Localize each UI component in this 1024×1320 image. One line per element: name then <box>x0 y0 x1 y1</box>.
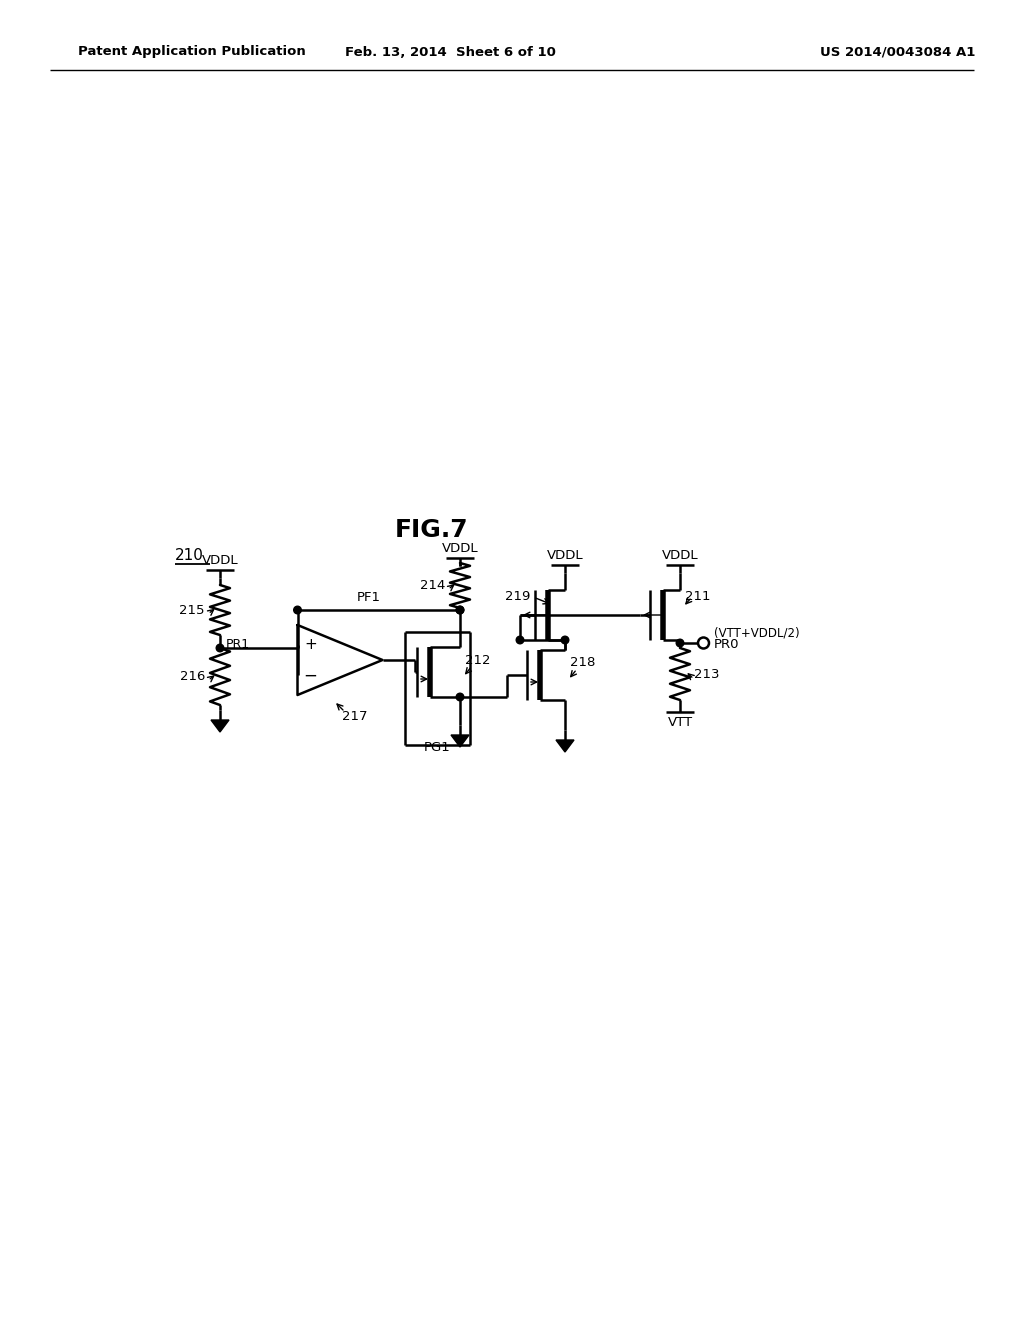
Circle shape <box>216 644 224 652</box>
Text: Feb. 13, 2014  Sheet 6 of 10: Feb. 13, 2014 Sheet 6 of 10 <box>344 45 555 58</box>
Text: VDDL: VDDL <box>202 554 239 568</box>
Text: 216: 216 <box>179 671 205 682</box>
Text: 219: 219 <box>505 590 530 603</box>
Polygon shape <box>211 719 229 733</box>
Text: (VTT+VDDL/2): (VTT+VDDL/2) <box>714 627 800 639</box>
Text: 215: 215 <box>179 603 205 616</box>
Text: FIG.7: FIG.7 <box>395 517 469 543</box>
Text: VDDL: VDDL <box>441 543 478 554</box>
Circle shape <box>294 606 301 614</box>
Circle shape <box>516 636 524 644</box>
Circle shape <box>457 693 464 701</box>
Text: PR1: PR1 <box>226 638 250 651</box>
Text: −: − <box>303 667 317 684</box>
Text: PR0: PR0 <box>714 639 739 652</box>
Text: 210: 210 <box>175 549 204 564</box>
Text: 211: 211 <box>685 590 711 603</box>
Polygon shape <box>556 741 574 752</box>
Text: 218: 218 <box>570 656 595 669</box>
Text: 214: 214 <box>420 579 445 591</box>
Polygon shape <box>451 735 469 747</box>
Text: VDDL: VDDL <box>547 549 584 562</box>
Circle shape <box>457 606 464 614</box>
Text: 217: 217 <box>342 710 368 723</box>
Circle shape <box>676 639 684 647</box>
Text: 212: 212 <box>465 653 490 667</box>
Circle shape <box>457 606 464 614</box>
Text: Patent Application Publication: Patent Application Publication <box>78 45 306 58</box>
Circle shape <box>561 636 568 644</box>
Text: 213: 213 <box>694 668 720 681</box>
Text: VDDL: VDDL <box>662 549 698 562</box>
Text: PG1: PG1 <box>424 741 451 754</box>
Text: US 2014/0043084 A1: US 2014/0043084 A1 <box>820 45 976 58</box>
Text: VTT: VTT <box>668 715 692 729</box>
Text: PF1: PF1 <box>356 591 381 605</box>
Text: +: + <box>304 638 316 652</box>
